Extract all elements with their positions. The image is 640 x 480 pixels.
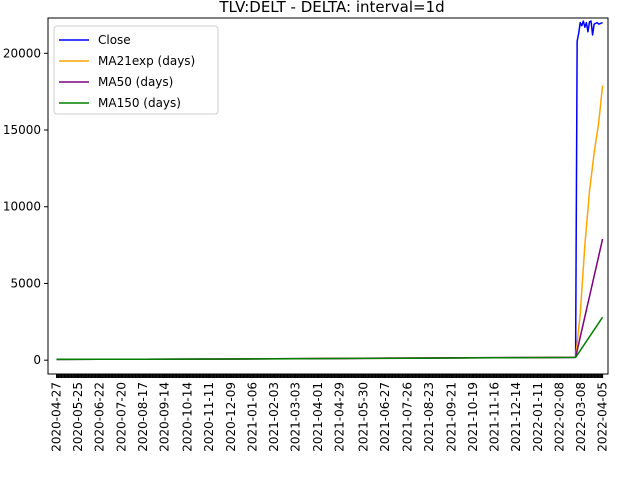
x-tick-label: 2020-04-27 bbox=[49, 382, 63, 452]
x-tick-label: 2021-04-29 bbox=[333, 382, 347, 452]
x-tick-label: 2021-01-06 bbox=[245, 382, 259, 452]
x-tick-label: 2021-11-16 bbox=[488, 382, 502, 452]
x-tick-label: 2020-05-25 bbox=[71, 382, 85, 452]
legend-frame bbox=[53, 25, 219, 115]
x-tick-label: 2021-03-03 bbox=[289, 382, 303, 452]
x-tick-label: 2020-12-09 bbox=[224, 382, 238, 452]
legend-label: MA21exp (days) bbox=[98, 54, 195, 68]
series-line-3 bbox=[56, 316, 604, 361]
x-tick-label: 2020-09-14 bbox=[157, 382, 171, 452]
x-tick-label: 2022-03-08 bbox=[574, 382, 588, 452]
x-tick-label: 2020-08-17 bbox=[136, 382, 150, 452]
y-tick-label: 15000 bbox=[3, 123, 41, 137]
x-tick-label: 2021-12-14 bbox=[509, 382, 523, 452]
legend-items: Close MA21exp (days) MA50 (days) MA150 (day… bbox=[59, 33, 195, 110]
x-tick-label: 2020-06-22 bbox=[93, 382, 107, 452]
x-tick-label: 2022-02-08 bbox=[552, 382, 566, 452]
x-tick-label: 2022-01-11 bbox=[531, 382, 545, 452]
x-tick-label: 2020-11-11 bbox=[202, 382, 216, 452]
x-tick-label: 2021-02-03 bbox=[267, 382, 281, 452]
x-tick-label: 2021-09-21 bbox=[444, 382, 458, 452]
y-tick-label: 20000 bbox=[3, 46, 41, 60]
legend-label: MA150 (days) bbox=[98, 96, 181, 110]
x-tick-label: 2021-07-26 bbox=[400, 382, 414, 452]
legend: Close MA21exp (days) MA50 (days) MA150 (day… bbox=[53, 25, 219, 115]
legend-label: MA50 (days) bbox=[98, 75, 173, 89]
x-tick-label: 2021-08-23 bbox=[422, 382, 436, 452]
x-tick-label: 2021-06-27 bbox=[378, 382, 392, 452]
y-tick-label: 0 bbox=[33, 353, 41, 367]
legend-label: Close bbox=[98, 33, 131, 47]
y-tick-label: 10000 bbox=[3, 200, 41, 214]
x-tick-label: 2020-07-20 bbox=[114, 382, 128, 452]
axis-layer: 0 5000 10000 15000 20000 2020-04-27 2020-05-25… bbox=[3, 46, 610, 451]
chart-title: TLV:DELT - DELTA: interval=1d bbox=[218, 0, 444, 16]
series-layer bbox=[56, 20, 604, 361]
x-tick-label: 2022-04-05 bbox=[596, 382, 610, 452]
x-tick-label: 2021-10-19 bbox=[466, 382, 480, 452]
x-tick-label: 2020-10-14 bbox=[181, 382, 195, 452]
x-tick-label: 2021-04-01 bbox=[311, 382, 325, 452]
x-tick-label: 2021-05-30 bbox=[356, 382, 370, 452]
y-tick-label: 5000 bbox=[10, 276, 41, 290]
